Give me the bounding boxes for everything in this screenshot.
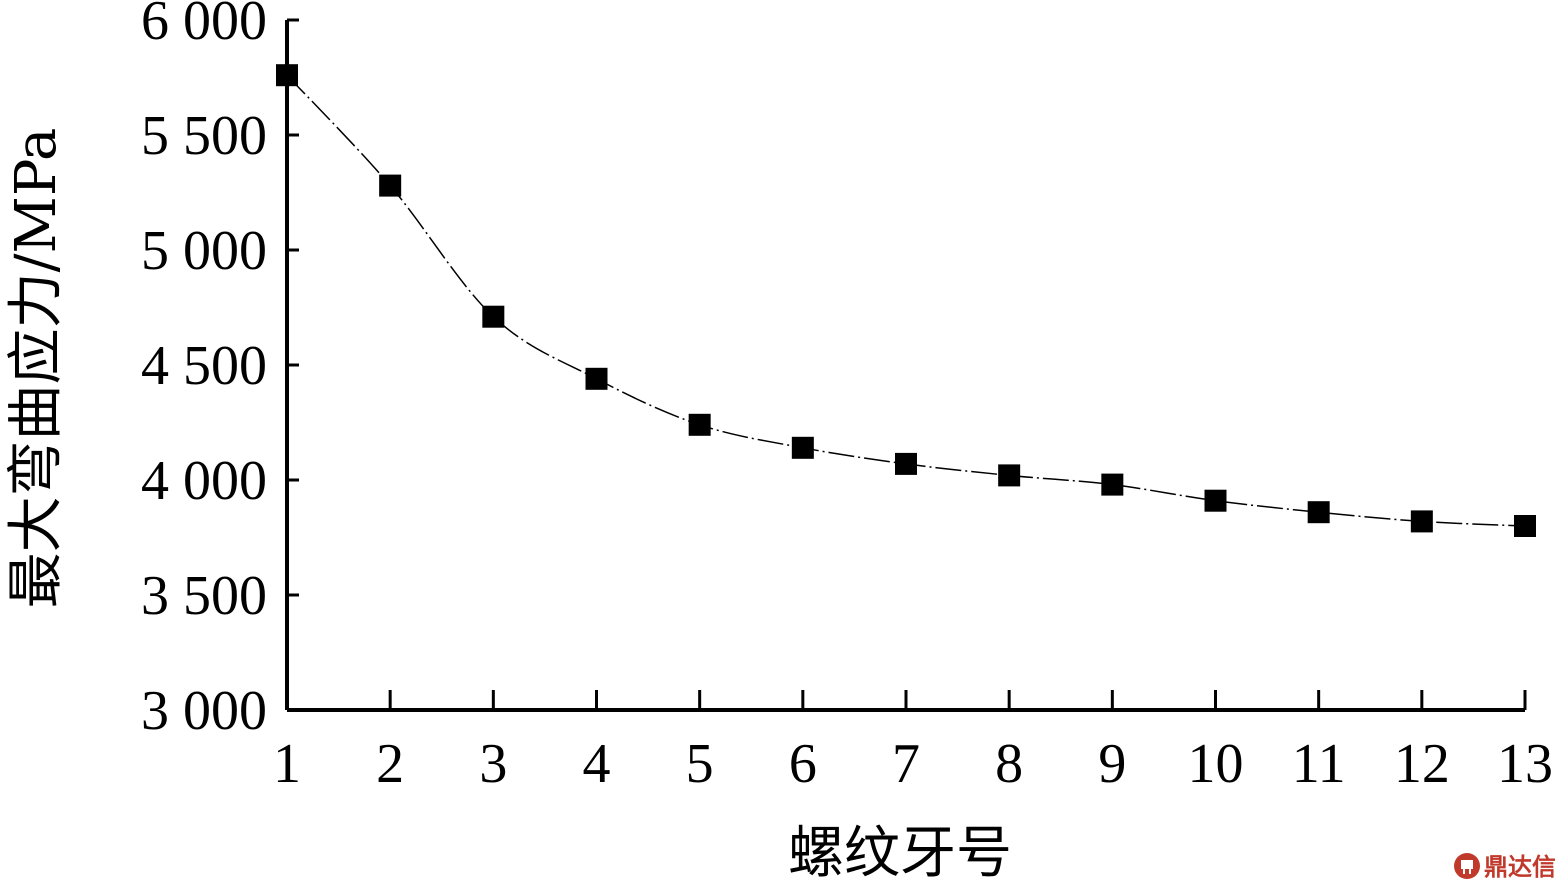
y-ticks: 3 000 3 500 4 000 4 500 5 000 5 500 6 000 [141, 0, 299, 742]
x-axis-title: 螺纹牙号 [788, 821, 1012, 886]
x-tick-label: 12 [1394, 733, 1450, 795]
y-tick-label: 6 000 [141, 0, 267, 52]
data-point [1204, 489, 1227, 512]
x-tick-label: 3 [479, 733, 507, 795]
watermark: 鼎达信 [1454, 853, 1555, 881]
x-tick-label: 7 [892, 733, 920, 795]
x-tick-label: 11 [1292, 733, 1346, 795]
x-tick-label: 5 [686, 733, 714, 795]
data-point [482, 305, 505, 328]
data-point [895, 452, 917, 475]
y-tick-label: 3 000 [141, 680, 267, 742]
y-tick-label: 5 500 [141, 105, 267, 167]
y-tick-label: 5 000 [141, 220, 267, 282]
data-point [791, 436, 814, 459]
y-axis-title: 最大弯曲应力/MPa [4, 128, 69, 609]
x-tick-label: 1 [273, 733, 301, 795]
data-point [1410, 510, 1433, 533]
x-tick-label: 9 [1098, 733, 1126, 795]
x-tick-label: 6 [789, 733, 817, 795]
y-tick-label: 4 500 [141, 335, 267, 397]
x-tick-label: 2 [376, 733, 404, 795]
x-tick-label: 13 [1497, 733, 1553, 795]
data-point [688, 413, 711, 436]
data-point [276, 64, 298, 87]
data-point [585, 367, 608, 390]
data-point [1101, 473, 1124, 496]
x-ticks: 1 2 3 4 5 6 7 8 9 10 11 12 13 [273, 690, 1553, 795]
x-tick-label: 8 [995, 733, 1023, 795]
watermark-text: 鼎达信 [1484, 853, 1555, 881]
data-point [1307, 501, 1330, 524]
data-point [998, 464, 1021, 487]
series-markers [276, 64, 1536, 537]
data-point [1514, 515, 1536, 537]
x-tick-label: 4 [583, 733, 611, 795]
y-tick-label: 4 000 [141, 450, 267, 512]
y-tick-label: 3 500 [141, 565, 267, 627]
data-point [379, 174, 402, 197]
dingdaxin-logo-icon [1454, 853, 1480, 879]
x-tick-label: 10 [1188, 733, 1244, 795]
